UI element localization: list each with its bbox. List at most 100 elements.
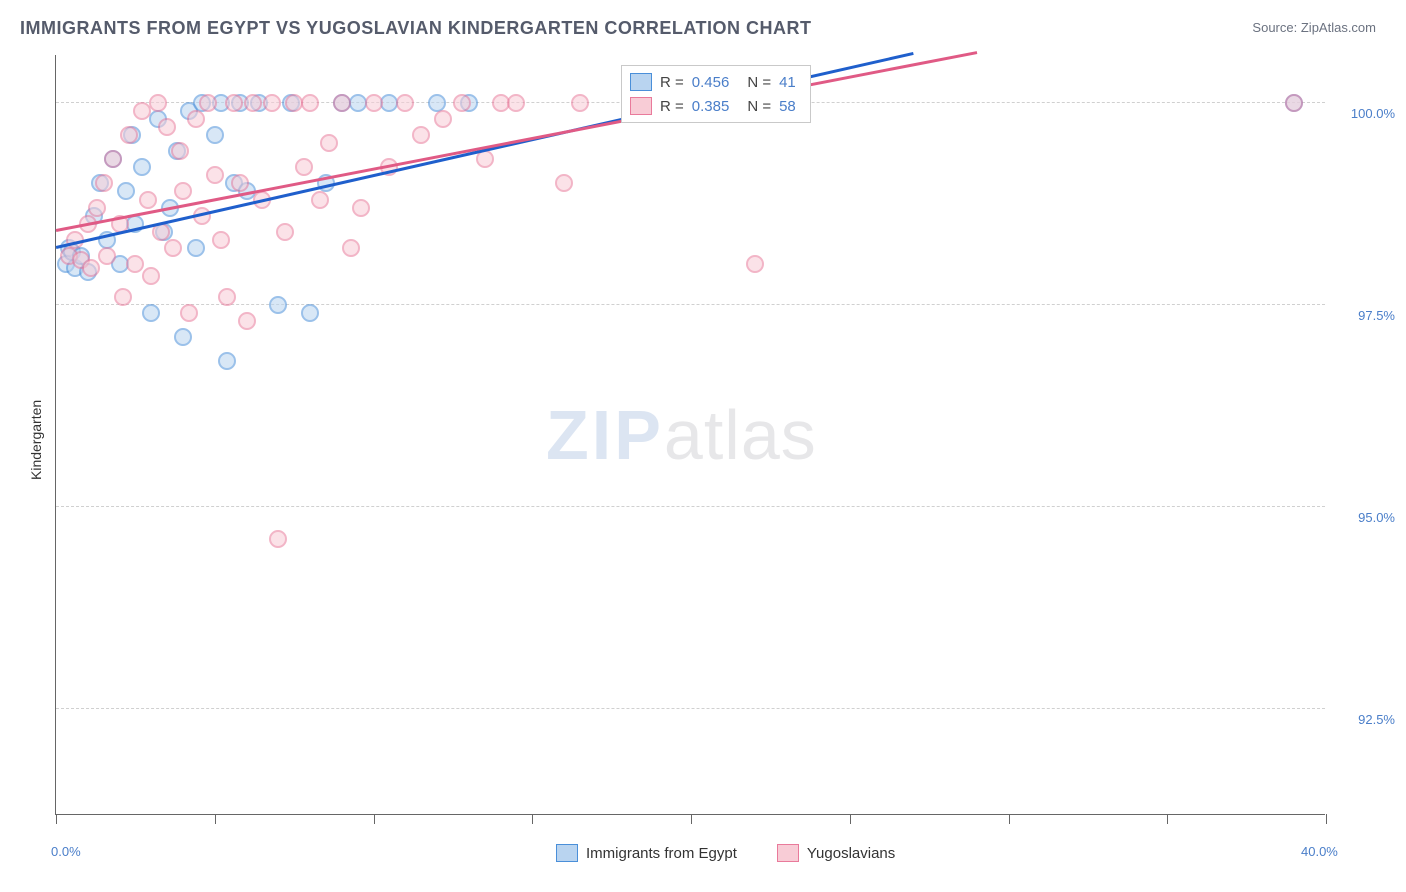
- data-point: [269, 296, 287, 314]
- data-point: [295, 158, 313, 176]
- data-point: [117, 182, 135, 200]
- data-point: [187, 239, 205, 257]
- data-point: [158, 118, 176, 136]
- stat-r-value: 0.385: [692, 98, 730, 115]
- data-point: [98, 247, 116, 265]
- scatter-plot: ZIPatlas 92.5%95.0%97.5%100.0%0.0%40.0%R…: [55, 55, 1325, 815]
- y-axis-label: Kindergarten: [28, 400, 44, 480]
- x-tick: [691, 814, 692, 824]
- stat-r-value: 0.456: [692, 74, 730, 91]
- data-point: [263, 94, 281, 112]
- x-tick: [850, 814, 851, 824]
- data-point: [412, 126, 430, 144]
- stats-box: R = 0.456 N = 41 R = 0.385 N = 58: [621, 65, 811, 123]
- watermark-atlas: atlas: [664, 396, 817, 474]
- x-tick: [1009, 814, 1010, 824]
- data-point: [180, 304, 198, 322]
- data-point: [164, 239, 182, 257]
- x-tick: [56, 814, 57, 824]
- y-tick-label: 95.0%: [1358, 510, 1395, 525]
- data-point: [218, 288, 236, 306]
- series-swatch: [630, 97, 652, 115]
- x-tick: [532, 814, 533, 824]
- data-point: [333, 94, 351, 112]
- data-point: [171, 142, 189, 160]
- source-name: ZipAtlas.com: [1301, 20, 1376, 35]
- watermark-zip: ZIP: [546, 396, 664, 474]
- data-point: [82, 259, 100, 277]
- stat-n-value: 41: [779, 74, 796, 91]
- data-point: [342, 239, 360, 257]
- y-tick-label: 100.0%: [1351, 106, 1395, 121]
- data-point: [746, 255, 764, 273]
- y-tick-label: 92.5%: [1358, 712, 1395, 727]
- data-point: [231, 174, 249, 192]
- data-point: [396, 94, 414, 112]
- data-point: [133, 158, 151, 176]
- data-point: [555, 174, 573, 192]
- data-point: [206, 126, 224, 144]
- data-point: [244, 94, 262, 112]
- data-point: [352, 199, 370, 217]
- x-tick-label: 0.0%: [51, 844, 81, 859]
- legend: Immigrants from Egypt Yugoslavians: [556, 844, 895, 862]
- data-point: [88, 199, 106, 217]
- data-point: [206, 166, 224, 184]
- stat-r-label: R =: [660, 74, 684, 91]
- data-point: [311, 191, 329, 209]
- data-point: [453, 94, 471, 112]
- data-point: [320, 134, 338, 152]
- stats-row: R = 0.385 N = 58: [622, 94, 810, 118]
- gridline: [56, 708, 1325, 709]
- data-point: [120, 126, 138, 144]
- data-point: [301, 94, 319, 112]
- data-point: [187, 110, 205, 128]
- x-tick: [374, 814, 375, 824]
- data-point: [571, 94, 589, 112]
- data-point: [269, 530, 287, 548]
- series-swatch: [556, 844, 578, 862]
- legend-item: Immigrants from Egypt: [556, 844, 737, 862]
- stat-n-value: 58: [779, 98, 796, 115]
- data-point: [1285, 94, 1303, 112]
- data-point: [104, 150, 122, 168]
- stat-n-label: N =: [747, 98, 771, 115]
- data-point: [218, 352, 236, 370]
- y-tick-label: 97.5%: [1358, 308, 1395, 323]
- data-point: [114, 288, 132, 306]
- stat-r-label: R =: [660, 98, 684, 115]
- data-point: [149, 94, 167, 112]
- chart-title: IMMIGRANTS FROM EGYPT VS YUGOSLAVIAN KIN…: [20, 18, 812, 39]
- data-point: [276, 223, 294, 241]
- series-swatch: [630, 73, 652, 91]
- legend-label: Immigrants from Egypt: [586, 845, 737, 862]
- data-point: [301, 304, 319, 322]
- data-point: [434, 110, 452, 128]
- data-point: [174, 182, 192, 200]
- trend-line: [56, 52, 977, 232]
- stat-n-label: N =: [747, 74, 771, 91]
- data-point: [126, 255, 144, 273]
- data-point: [212, 231, 230, 249]
- series-swatch: [777, 844, 799, 862]
- legend-item: Yugoslavians: [777, 844, 895, 862]
- x-tick-label: 40.0%: [1301, 844, 1338, 859]
- data-point: [199, 94, 217, 112]
- gridline: [56, 506, 1325, 507]
- x-tick: [1326, 814, 1327, 824]
- data-point: [507, 94, 525, 112]
- x-tick: [215, 814, 216, 824]
- data-point: [139, 191, 157, 209]
- data-point: [142, 304, 160, 322]
- x-tick: [1167, 814, 1168, 824]
- stats-row: R = 0.456 N = 41: [622, 70, 810, 94]
- legend-label: Yugoslavians: [807, 845, 895, 862]
- data-point: [95, 174, 113, 192]
- data-point: [174, 328, 192, 346]
- source-label: Source:: [1252, 20, 1297, 35]
- data-point: [225, 94, 243, 112]
- watermark: ZIPatlas: [546, 395, 817, 475]
- data-point: [365, 94, 383, 112]
- source-text: Source: ZipAtlas.com: [1252, 20, 1376, 35]
- gridline: [56, 304, 1325, 305]
